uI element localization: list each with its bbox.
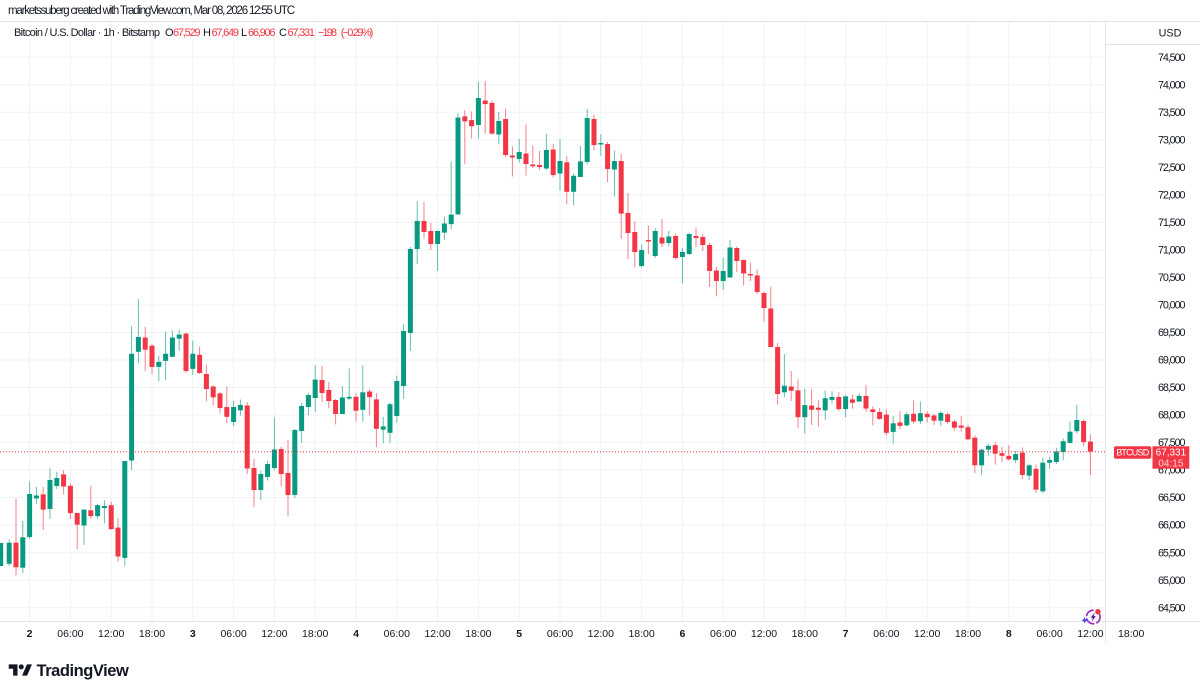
svg-text:06:00: 06:00 [384, 628, 410, 640]
svg-text:06:00: 06:00 [1036, 628, 1062, 640]
svg-text:66,500: 66,500 [1158, 492, 1186, 504]
svg-text:65,500: 65,500 [1158, 547, 1186, 559]
svg-text:12:00: 12:00 [914, 628, 940, 640]
svg-text:73,500: 73,500 [1158, 107, 1186, 119]
svg-text:12:00: 12:00 [1077, 628, 1103, 640]
svg-text:74,500: 74,500 [1158, 52, 1186, 64]
svg-text:74,000: 74,000 [1158, 79, 1186, 91]
svg-text:18:00: 18:00 [465, 628, 491, 640]
svg-text:H: H [203, 27, 211, 39]
svg-text:18:00: 18:00 [302, 628, 328, 640]
svg-text:66,000: 66,000 [1158, 520, 1186, 532]
svg-text:O: O [165, 27, 174, 39]
svg-text:73,000: 73,000 [1158, 135, 1186, 147]
svg-text:marketssuberg created with Tra: marketssuberg created with TradingView.c… [8, 5, 295, 17]
svg-text:64,500: 64,500 [1158, 602, 1186, 614]
svg-text:06:00: 06:00 [873, 628, 899, 640]
svg-text:5: 5 [516, 628, 522, 640]
svg-text:67,331: 67,331 [288, 27, 316, 39]
svg-text:06:00: 06:00 [547, 628, 573, 640]
svg-text:69,500: 69,500 [1158, 327, 1186, 339]
svg-text:12:00: 12:00 [98, 628, 124, 640]
svg-text:68,500: 68,500 [1158, 382, 1186, 394]
svg-text:18:00: 18:00 [792, 628, 818, 640]
svg-text:06:00: 06:00 [710, 628, 736, 640]
svg-text:L: L [241, 27, 247, 39]
svg-text:6: 6 [679, 628, 685, 640]
svg-text:70,000: 70,000 [1158, 300, 1186, 312]
svg-text:TradingView: TradingView [37, 662, 129, 680]
svg-text:18:00: 18:00 [139, 628, 165, 640]
svg-text:18:00: 18:00 [628, 628, 654, 640]
svg-text:06:00: 06:00 [57, 628, 83, 640]
svg-text:−198: −198 [318, 27, 337, 39]
svg-text:18:00: 18:00 [955, 628, 981, 640]
svg-text:66,906: 66,906 [248, 27, 276, 39]
svg-text:67,529: 67,529 [173, 27, 201, 39]
svg-text:12:00: 12:00 [424, 628, 450, 640]
svg-text:2: 2 [27, 628, 33, 640]
svg-text:12:00: 12:00 [751, 628, 777, 640]
svg-text:BTCUSD: BTCUSD [1116, 448, 1150, 458]
svg-text:06:00: 06:00 [220, 628, 246, 640]
svg-text:C: C [279, 27, 287, 39]
svg-text:18:00: 18:00 [1118, 628, 1144, 640]
svg-text:12:00: 12:00 [261, 628, 287, 640]
svg-text:72,000: 72,000 [1158, 190, 1186, 202]
svg-text:71,000: 71,000 [1158, 245, 1186, 257]
svg-text:69,000: 69,000 [1158, 355, 1186, 367]
svg-text:70,500: 70,500 [1158, 272, 1186, 284]
svg-text:65,000: 65,000 [1158, 575, 1186, 587]
svg-text:3: 3 [190, 628, 196, 640]
svg-text:71,500: 71,500 [1158, 217, 1186, 229]
svg-text:68,000: 68,000 [1158, 410, 1186, 422]
svg-text:Bitcoin / U.S. Dollar · 1h · B: Bitcoin / U.S. Dollar · 1h · Bitstamp [14, 27, 160, 39]
svg-text:04:15: 04:15 [1158, 458, 1183, 469]
svg-text:12:00: 12:00 [588, 628, 614, 640]
svg-text:(−0.29%): (−0.29%) [341, 27, 374, 39]
svg-text:7: 7 [843, 628, 849, 640]
svg-text:72,500: 72,500 [1158, 162, 1186, 174]
svg-text:USD: USD [1159, 28, 1182, 40]
svg-text:67,331: 67,331 [1156, 448, 1187, 459]
svg-text:67,500: 67,500 [1158, 437, 1186, 449]
svg-text:67,649: 67,649 [212, 27, 240, 39]
svg-text:8: 8 [1006, 628, 1012, 640]
svg-text:4: 4 [353, 628, 359, 640]
